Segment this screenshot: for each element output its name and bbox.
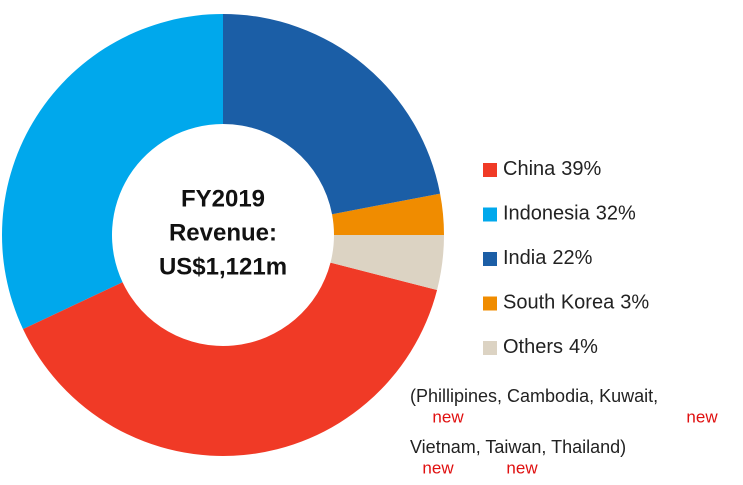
note-line: Vietnam, Taiwan, Thailand) <box>410 437 626 457</box>
legend-category: South Korea <box>503 292 615 314</box>
legend-label: South Korea 3% <box>503 292 649 314</box>
legend-swatch <box>483 296 497 311</box>
legend-category: Others <box>503 336 563 358</box>
donut-slice <box>223 14 441 215</box>
note-line: (Phillipines, Cambodia, Kuwait, <box>410 386 658 406</box>
legend-swatch <box>483 163 497 177</box>
donut-slice <box>1 14 224 330</box>
legend-label: Others 4% <box>503 336 598 358</box>
new-tag: new <box>686 407 718 426</box>
legend-category: China <box>503 158 556 180</box>
center-text: Revenue: <box>169 219 277 246</box>
legend-swatch <box>483 207 497 222</box>
center-text: FY2019 <box>181 185 265 212</box>
donut-slice <box>332 193 444 235</box>
new-tag: new <box>506 458 538 477</box>
legend-value: 32% <box>596 203 636 225</box>
legend-value: 4% <box>569 336 598 358</box>
legend-label: India 22% <box>503 247 593 269</box>
legend-label: China 39% <box>503 158 602 180</box>
legend-category: India <box>503 247 547 269</box>
new-tag: new <box>432 407 464 426</box>
legend-category: Indonesia <box>503 203 591 225</box>
donut-slice <box>330 235 444 290</box>
donut-slice <box>23 262 438 457</box>
legend-swatch <box>483 341 497 355</box>
legend-value: 3% <box>620 292 649 314</box>
new-tag: new <box>422 458 454 477</box>
center-text: US$1,121m <box>159 253 287 280</box>
legend-value: 22% <box>552 247 592 269</box>
legend-swatch <box>483 252 497 266</box>
legend-label: Indonesia 32% <box>503 203 636 225</box>
legend-value: 39% <box>561 158 601 180</box>
